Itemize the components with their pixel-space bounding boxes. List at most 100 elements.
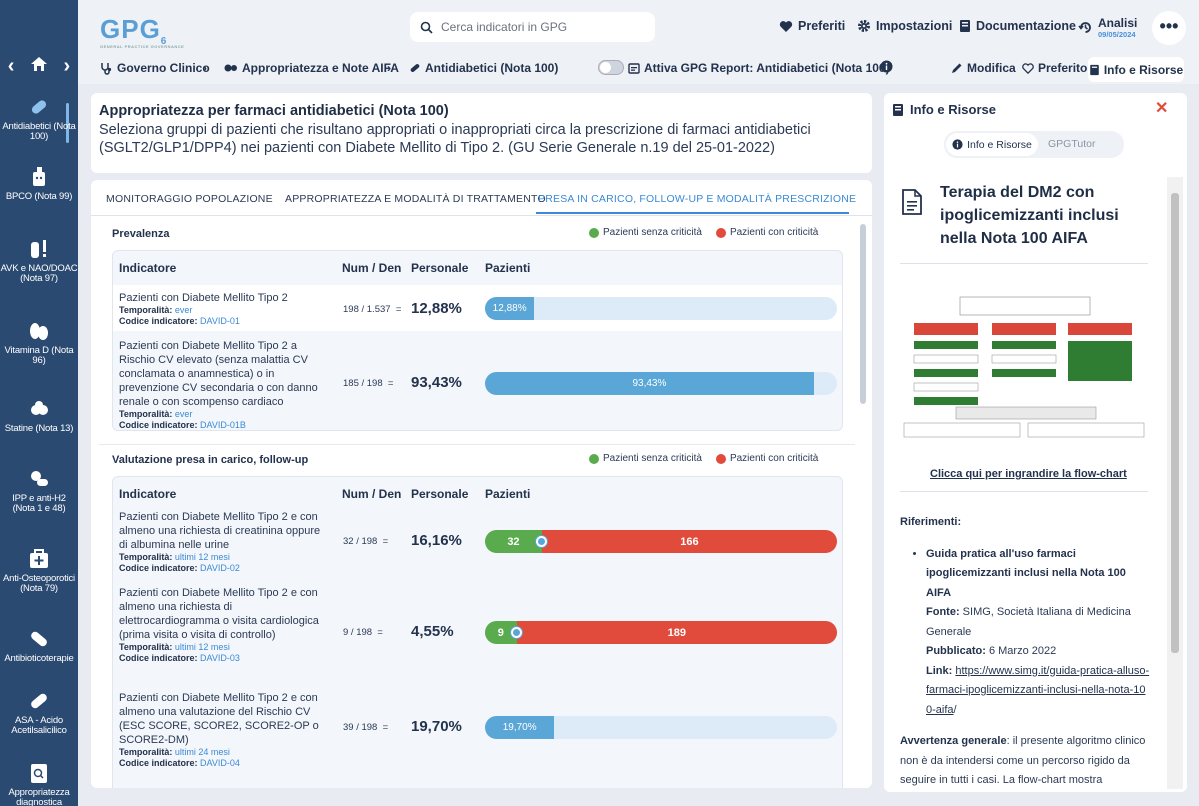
avvertenza: Avvertenza generale: il presente algorit… bbox=[900, 732, 1150, 792]
codice-value[interactable]: DAVID-03 bbox=[200, 653, 240, 663]
panel-scrollbar[interactable] bbox=[1167, 177, 1183, 789]
info-icon[interactable] bbox=[880, 60, 893, 73]
patients-bar[interactable]: 32 166 bbox=[485, 530, 837, 553]
temporalita-label: Temporalità: bbox=[119, 409, 173, 419]
page-description: Seleziona gruppi di pazienti che risulta… bbox=[99, 122, 811, 156]
preferiti-button[interactable]: Preferiti bbox=[779, 19, 845, 33]
bar-fill: 12,88% bbox=[485, 297, 535, 320]
toggle-switch[interactable] bbox=[598, 60, 624, 75]
codice-label: Codice indicatore: bbox=[119, 563, 198, 573]
codice-value[interactable]: DAVID-01 bbox=[200, 316, 240, 326]
indicator-name: Pazienti con Diabete Mellito Tipo 2 e co… bbox=[119, 511, 321, 551]
codice-value[interactable]: DAVID-01B bbox=[200, 420, 246, 430]
personale-value: 93,43% bbox=[411, 374, 462, 391]
table-row[interactable]: Pazienti con Diabete Mellito Tipo 2 Temp… bbox=[113, 285, 842, 331]
sidebar-item-antidiabetici[interactable]: Antidiabetici (Nota 100) bbox=[0, 96, 78, 142]
logo[interactable]: GPG6 GENERAL PRACTICE GOVERNANCE bbox=[100, 14, 184, 49]
documentazione-button[interactable]: Documentazione bbox=[959, 19, 1076, 33]
column-header-numden: Num / Den bbox=[342, 261, 402, 275]
sidebar-item-asa[interactable]: ASA - Acido Acetilsalicilico bbox=[0, 690, 78, 736]
sidebar-item-antibiotico[interactable]: Antibioticoterapie bbox=[0, 628, 78, 664]
patients-bar[interactable]: 19,70% bbox=[485, 716, 837, 739]
indicator-cell: Pazienti con Diabete Mellito Tipo 2 e co… bbox=[119, 586, 329, 664]
report-toggle[interactable]: Attiva GPG Report: Antidiabetici (Nota 1… bbox=[598, 60, 890, 75]
logo-version: 6 bbox=[160, 36, 168, 47]
indicator-name: Pazienti con Diabete Mellito Tipo 2 bbox=[119, 292, 288, 304]
chevron-left-icon[interactable]: ‹ bbox=[7, 54, 15, 77]
analisi-date: 09/05/2024 bbox=[1098, 30, 1136, 39]
sidebar-item-statine[interactable]: Statine (Nota 13) bbox=[0, 398, 78, 434]
info-risorse-label: Info e Risorse bbox=[1103, 62, 1184, 77]
tab-appropriatezza[interactable]: APPROPRIATEZZA E MODALITÀ DI TRATTAMENTO bbox=[285, 193, 546, 205]
scrollbar-thumb[interactable] bbox=[1171, 193, 1179, 653]
sidebar-nav: ‹ › bbox=[0, 52, 78, 80]
temporalita-value: ultimi 12 mesi bbox=[174, 642, 230, 652]
heart-icon bbox=[779, 20, 793, 32]
numden-value: 185 / 198 = bbox=[343, 378, 394, 389]
numden-value: 9 / 198 = bbox=[343, 627, 383, 638]
sidebar-item-osteoporotici[interactable]: Anti-Osteoporotici (Nota 79) bbox=[0, 548, 78, 594]
legend-label-ok: Pazienti senza criticità bbox=[603, 453, 702, 464]
legend: Pazienti senza criticità Pazienti con cr… bbox=[589, 227, 818, 238]
legend-label-ko: Pazienti con criticità bbox=[729, 227, 819, 238]
tab-presa-in-carico[interactable]: PRESA IN CARICO, FOLLOW-UP E MODALITÀ PR… bbox=[538, 193, 857, 205]
home-icon[interactable] bbox=[30, 55, 48, 78]
breadcrumb-item-appropriatezza[interactable]: Appropriatezza e Note AIFA bbox=[224, 61, 399, 75]
table-row[interactable]: Pazienti con Diabete Mellito Tipo 2 e co… bbox=[113, 687, 842, 777]
logo-text: GPG bbox=[100, 14, 161, 44]
sidebar-item-diagnostica[interactable]: Appropriatezza diagnostica bbox=[0, 762, 78, 806]
temporalita-label: Temporalità: bbox=[119, 552, 173, 562]
sidebar-item-avk[interactable]: AVK e NAO/DOAC (Nota 97) bbox=[0, 238, 78, 284]
column-header-indicatore: Indicatore bbox=[119, 487, 177, 501]
tablets-icon bbox=[31, 471, 48, 486]
sidebar-item-ipp[interactable]: IPP e anti-H2 (Nota 1 e 48) bbox=[0, 468, 78, 514]
codice-value[interactable]: DAVID-02 bbox=[200, 563, 240, 573]
search-input[interactable]: Cerca indicatori in GPG bbox=[410, 12, 655, 42]
active-tab-indicator bbox=[536, 212, 849, 214]
modifica-label: Modifica bbox=[967, 61, 1016, 75]
table-row[interactable]: Pazienti con Diabete Mellito Tipo 2 a Ri… bbox=[113, 335, 842, 431]
bar-ko-segment: 166 bbox=[541, 530, 837, 553]
info-risorse-button[interactable]: Info e Risorse bbox=[1088, 57, 1184, 82]
personale-value: 16,16% bbox=[411, 532, 462, 549]
tab-info-risorse[interactable]: Info e Risorse bbox=[946, 133, 1038, 156]
table-row[interactable]: Pazienti con Diabete Mellito Tipo 2 e co… bbox=[113, 507, 842, 577]
impostazioni-button[interactable]: Impostazioni bbox=[857, 19, 952, 33]
patients-bar[interactable]: 93,43% bbox=[485, 372, 837, 395]
content-scrollbar[interactable] bbox=[860, 224, 866, 404]
indicator-table: Indicatore Num / Den Personale Pazienti … bbox=[112, 250, 843, 431]
tab-gpgtutor[interactable]: GPGTutor bbox=[1048, 138, 1096, 150]
history-icon bbox=[1078, 22, 1091, 33]
patients-bar[interactable]: 9 189 bbox=[485, 621, 837, 644]
tab-monitoraggio[interactable]: MONITORAGGIO POPOLAZIONE bbox=[106, 193, 273, 205]
book-icon bbox=[1090, 64, 1099, 75]
section-title: Prevalenza bbox=[112, 228, 170, 240]
analisi-button[interactable]: Analisi 09/05/2024 bbox=[1078, 16, 1137, 39]
breadcrumb-item-governo[interactable]: Governo Clinico bbox=[100, 61, 210, 75]
legend-label-ko: Pazienti con criticità bbox=[729, 453, 819, 464]
more-options-button[interactable]: ••• bbox=[1152, 11, 1186, 45]
references: Riferimenti: Guida pratica all'uso farma… bbox=[900, 513, 1150, 792]
reference-title: Guida pratica all'uso farmaci ipoglicemi… bbox=[926, 547, 1126, 599]
modifica-button[interactable]: Modifica bbox=[951, 61, 1016, 75]
patients-bar[interactable]: 12,88% bbox=[485, 297, 837, 320]
codice-value[interactable]: DAVID-04 bbox=[200, 758, 240, 768]
breadcrumb-item-current: Antidiabetici (Nota 100) bbox=[409, 61, 558, 75]
report-toggle-label: Attiva GPG Report: Antidiabetici (Nota 1… bbox=[644, 60, 890, 75]
capsules-icon bbox=[30, 323, 48, 340]
preferito-button[interactable]: Preferito bbox=[1022, 61, 1087, 75]
legend-dot-ok bbox=[589, 227, 599, 238]
flowchart-link[interactable]: Clicca qui per ingrandire la flow-chart bbox=[930, 468, 1127, 480]
reference-link[interactable]: https://www.simg.it/guida-pratica-alluso… bbox=[926, 664, 1150, 716]
flowchart-thumbnail[interactable] bbox=[900, 293, 1148, 443]
table-row[interactable]: Pazienti con Diabete Mellito Tipo 2 e co… bbox=[113, 583, 842, 673]
close-icon[interactable]: ✕ bbox=[1155, 100, 1169, 117]
vial-alert-icon bbox=[31, 240, 46, 258]
tab-label: Info e Risorse bbox=[967, 138, 1032, 151]
page-header: Appropriatezza per farmaci antidiabetici… bbox=[91, 93, 872, 173]
tab-bar: MONITORAGGIO POPOLAZIONE APPROPRIATEZZA … bbox=[91, 180, 872, 216]
chevron-right-icon[interactable]: › bbox=[63, 54, 71, 77]
stethoscope-icon bbox=[101, 62, 112, 75]
sidebar-item-bpco[interactable]: BPCO (Nota 99) bbox=[0, 166, 78, 202]
sidebar-item-vitamina-d[interactable]: Vitamina D (Nota 96) bbox=[0, 320, 78, 366]
